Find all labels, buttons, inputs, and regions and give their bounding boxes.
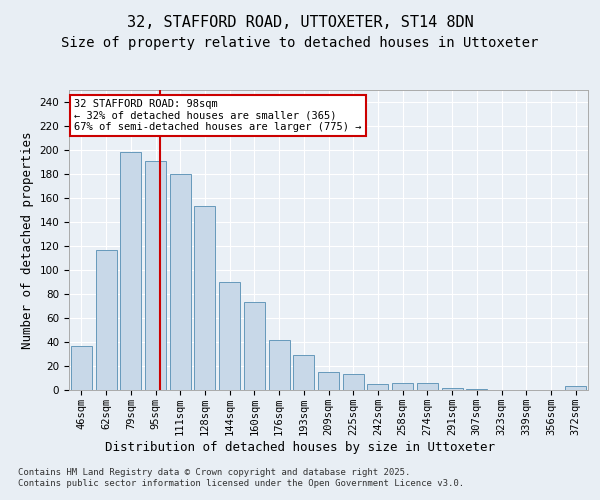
Bar bbox=[194, 206, 215, 390]
Bar bbox=[71, 346, 92, 390]
Bar bbox=[120, 152, 141, 390]
Bar bbox=[219, 282, 240, 390]
Y-axis label: Number of detached properties: Number of detached properties bbox=[21, 131, 34, 349]
Bar bbox=[466, 389, 487, 390]
Bar bbox=[318, 372, 339, 390]
Text: 32, STAFFORD ROAD, UTTOXETER, ST14 8DN: 32, STAFFORD ROAD, UTTOXETER, ST14 8DN bbox=[127, 15, 473, 30]
Text: 32 STAFFORD ROAD: 98sqm
← 32% of detached houses are smaller (365)
67% of semi-d: 32 STAFFORD ROAD: 98sqm ← 32% of detache… bbox=[74, 99, 362, 132]
Bar bbox=[269, 340, 290, 390]
Text: Distribution of detached houses by size in Uttoxeter: Distribution of detached houses by size … bbox=[105, 441, 495, 454]
Bar bbox=[145, 161, 166, 390]
Bar bbox=[244, 302, 265, 390]
Bar bbox=[417, 383, 438, 390]
Bar bbox=[293, 355, 314, 390]
Text: Size of property relative to detached houses in Uttoxeter: Size of property relative to detached ho… bbox=[61, 36, 539, 50]
Bar bbox=[95, 250, 116, 390]
Text: Contains HM Land Registry data © Crown copyright and database right 2025.
Contai: Contains HM Land Registry data © Crown c… bbox=[18, 468, 464, 487]
Bar bbox=[565, 386, 586, 390]
Bar bbox=[367, 384, 388, 390]
Bar bbox=[170, 174, 191, 390]
Bar bbox=[392, 383, 413, 390]
Bar bbox=[343, 374, 364, 390]
Bar bbox=[442, 388, 463, 390]
